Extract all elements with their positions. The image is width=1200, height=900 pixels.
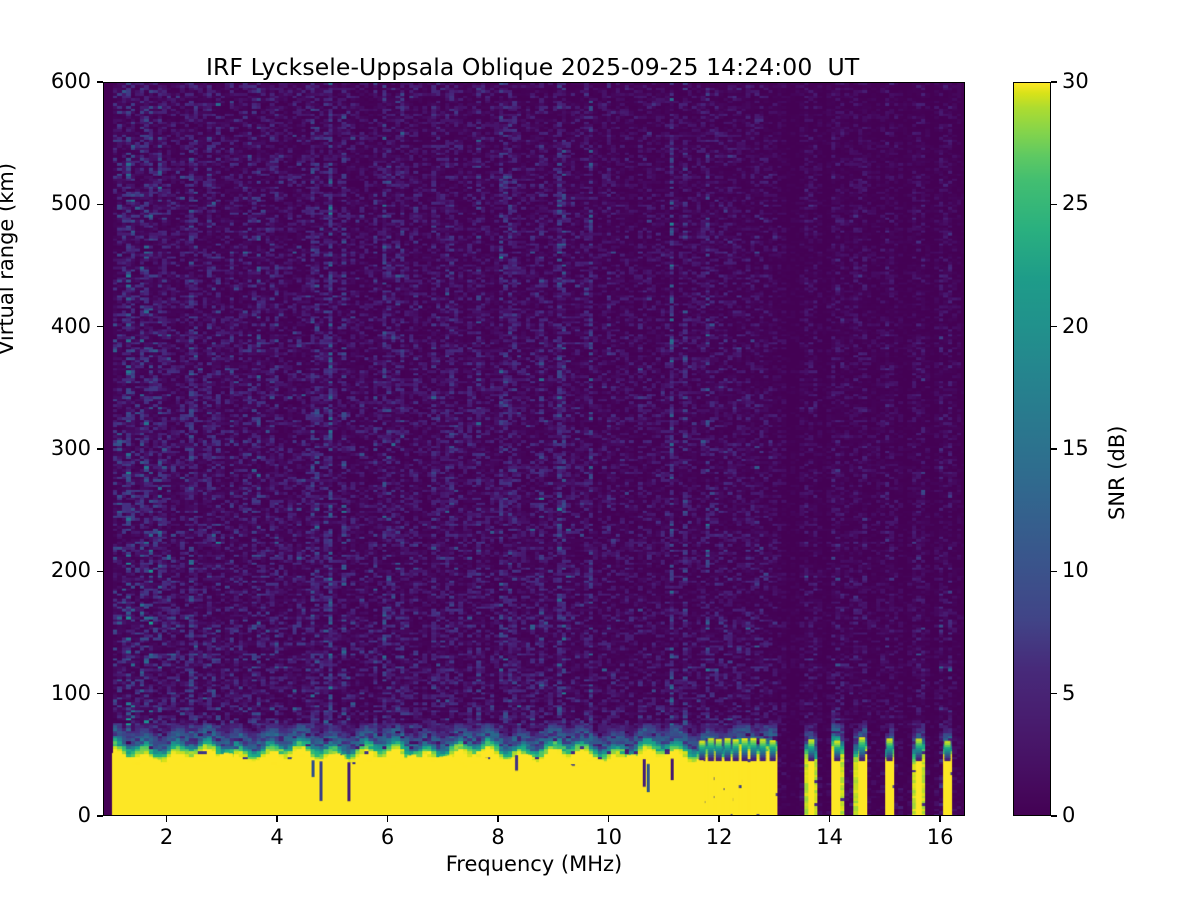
colorbar-tick-label: 5	[1062, 680, 1076, 705]
colorbar-tick-label: 0	[1062, 803, 1076, 827]
y-tick-label: 600	[50, 69, 91, 93]
title-line-1: IRF Lycksele-Uppsala Oblique 2025-09-25 …	[205, 53, 860, 81]
colorbar-tick-mark	[1051, 81, 1057, 83]
x-tick-label: 6	[380, 825, 395, 849]
x-tick-label: 16	[926, 825, 954, 849]
y-tick-mark	[97, 570, 103, 572]
colorbar-tick-label: 20	[1062, 313, 1089, 338]
x-tick-mark	[939, 816, 941, 822]
x-tick-mark	[607, 816, 610, 822]
colorbar-tick-mark	[1051, 326, 1057, 328]
colorbar-tick-mark	[1051, 448, 1057, 450]
y-tick-mark	[97, 203, 103, 205]
colorbar-tick-label: 30	[1062, 69, 1089, 93]
x-tick-mark	[276, 816, 278, 822]
colorbar-tick-mark	[1051, 203, 1057, 205]
x-tick-label: 4	[270, 825, 284, 849]
y-tick-mark	[97, 81, 103, 83]
colorbar-tick-mark	[1051, 815, 1057, 817]
y-tick-label: 100	[50, 680, 91, 705]
colorbar[interactable]	[1013, 82, 1051, 816]
y-tick-mark	[97, 326, 103, 328]
x-tick-label: 14	[816, 825, 843, 849]
colorbar-tick-mark	[1051, 693, 1057, 695]
x-tick-label: 8	[491, 825, 505, 849]
ionogram-heatmap[interactable]	[104, 83, 964, 815]
colorbar-tick-label: 10	[1062, 558, 1089, 583]
x-tick-label: 2	[159, 825, 174, 849]
x-tick-mark	[718, 816, 720, 822]
x-tick-mark	[165, 816, 168, 822]
y-tick-mark	[97, 448, 103, 450]
colorbar-tick-label: 25	[1062, 191, 1089, 216]
y-tick-label: 0	[77, 803, 91, 827]
x-tick-mark	[828, 816, 831, 822]
x-tick-label: 10	[595, 825, 622, 849]
y-tick-label: 300	[50, 436, 91, 460]
ionogram-axes[interactable]	[103, 82, 965, 816]
colorbar-tick-mark	[1051, 570, 1057, 572]
x-tick-label: 12	[705, 825, 733, 849]
y-tick-label: 500	[50, 191, 91, 216]
y-tick-label: 200	[50, 558, 91, 583]
y-tick-mark	[97, 815, 103, 817]
x-tick-mark	[386, 816, 389, 822]
y-tick-mark	[97, 693, 103, 695]
colorbar-tick-label: 15	[1062, 436, 1089, 460]
x-tick-mark	[497, 816, 499, 822]
x-axis-label: Frequency (MHz)	[445, 852, 623, 876]
colorbar-label: SNR (dB)	[1105, 425, 1129, 520]
y-tick-label: 400	[50, 313, 91, 338]
